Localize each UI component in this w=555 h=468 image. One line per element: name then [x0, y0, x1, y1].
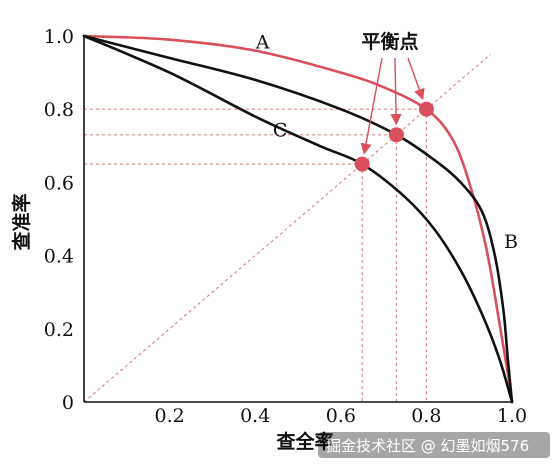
break-even-arrow-0: [360, 57, 383, 155]
curve-A: [82, 34, 514, 404]
curve-labels: A B C 平衡点: [255, 30, 518, 253]
y-tick-label-2: 0.4: [44, 246, 74, 268]
curve-B: [82, 34, 514, 404]
break-even-point-2: [418, 101, 434, 117]
y-tick-label-0: 0: [62, 392, 74, 414]
break-even-point-0: [354, 156, 370, 172]
y-tick-label-5: 1.0: [44, 26, 74, 48]
x-tick-label-4: 1.0: [497, 405, 527, 427]
break-even-points: [354, 101, 434, 172]
break-even-arrow-2: [407, 57, 425, 101]
curve-C: [82, 34, 514, 404]
watermark-band: [318, 432, 550, 458]
tick-labels: 0 0.2 0.4 0.6 0.8 1.0 0.2 0.4 0.6 0.8 1.0: [44, 26, 527, 427]
curve-label-C: C: [273, 119, 288, 141]
curve-label-A: A: [255, 31, 270, 53]
break-even-arrow-1: [390, 57, 402, 126]
x-tick-label-3: 0.8: [411, 405, 441, 427]
axes: [83, 36, 512, 403]
x-tick-label-0: 0.2: [154, 405, 184, 427]
y-tick-label-1: 0.2: [44, 319, 74, 341]
x-axis-label: 查全率: [275, 430, 333, 453]
curves: [82, 34, 514, 404]
x-tick-label-1: 0.4: [240, 405, 270, 427]
watermark-text: 掘金技术社区 @ 幻墨如烟576: [326, 437, 529, 455]
x-tick-label-2: 0.6: [326, 405, 356, 427]
y-tick-label-3: 0.6: [44, 172, 74, 194]
curve-label-B: B: [504, 231, 518, 253]
break-even-point-1: [388, 127, 404, 143]
y-axis-label: 查准率: [10, 193, 33, 251]
break-even-label: 平衡点: [361, 30, 418, 53]
y-tick-label-4: 0.8: [44, 99, 74, 121]
